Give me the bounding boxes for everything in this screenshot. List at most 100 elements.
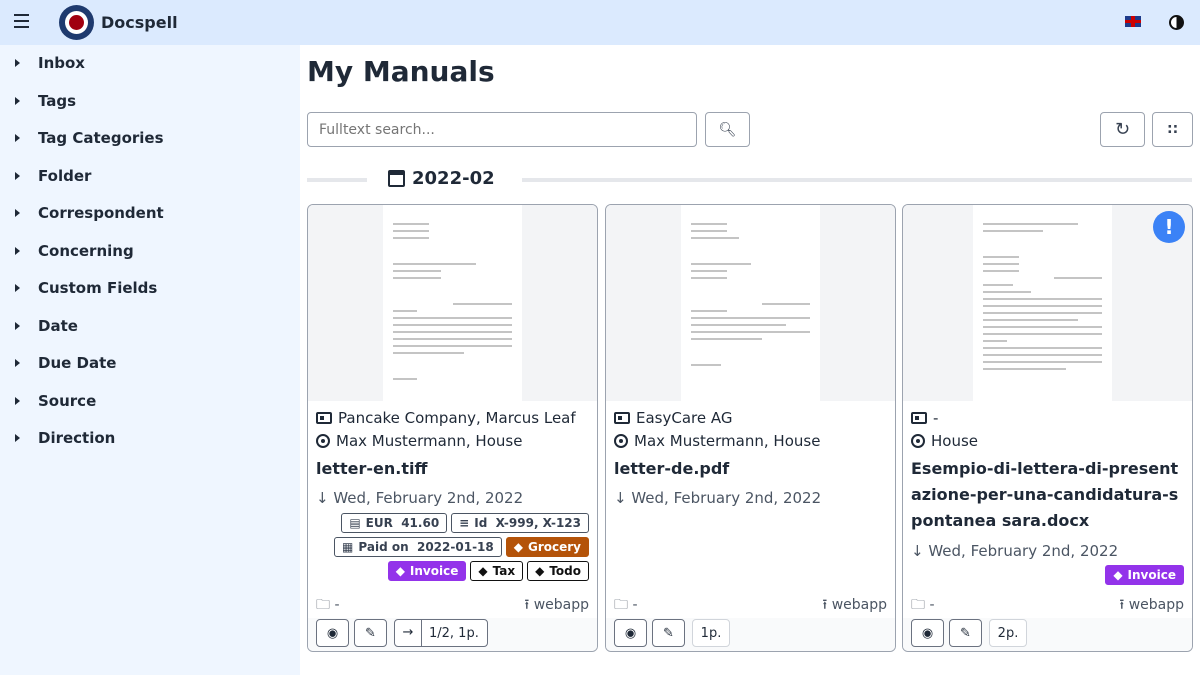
concerning: Max Mustermann, House	[614, 432, 820, 450]
sidebar-item-source[interactable]: Source	[0, 386, 300, 416]
search-button[interactable]: 🔍︎	[705, 112, 750, 147]
folder-text: -	[334, 597, 340, 613]
brand-name[interactable]: Docspell	[101, 13, 178, 32]
sidebar-item-custom-fields[interactable]: Custom Fields	[0, 273, 300, 303]
sidebar-item-due-date[interactable]: Due Date	[0, 348, 300, 378]
item-card[interactable]: Pancake Company, Marcus Leaf Max Musterm…	[307, 204, 598, 652]
custom-field-id[interactable]: ≡ Id X-999, X-123	[451, 513, 589, 533]
preview-button[interactable]: ◉	[614, 619, 647, 647]
item-card[interactable]: EasyCare AG Max Mustermann, House letter…	[605, 204, 896, 652]
calendar-icon	[388, 170, 405, 187]
custom-field-amount[interactable]: ▤ EUR 41.60	[341, 513, 448, 533]
item-card[interactable]: ! - House Esempio-di-lettera-di-presenta…	[902, 204, 1193, 652]
money-icon: ▤	[349, 516, 361, 530]
caret-right-icon	[15, 359, 20, 367]
tag-grocery[interactable]: ◆ Grocery	[505, 537, 589, 557]
sidebar-item-label: Source	[38, 392, 97, 410]
sidebar-item-direction[interactable]: Direction	[0, 423, 300, 453]
folder-icon: 🗀︎	[316, 597, 330, 613]
concerning-text: Max Mustermann, House	[336, 432, 523, 450]
caret-right-icon	[15, 209, 20, 217]
edit-button[interactable]: ✎	[949, 619, 982, 647]
folder-text: -	[929, 597, 935, 613]
correspondent-text: EasyCare AG	[636, 409, 733, 427]
search-plus-icon: 🔍︎	[718, 121, 737, 138]
merge-pages-button[interactable]: → 1/2, 1p.	[394, 619, 488, 647]
correspondent-text: Pancake Company, Marcus Leaf	[338, 409, 576, 427]
source-text: webapp	[533, 597, 589, 613]
caret-right-icon	[15, 284, 20, 292]
field-text: Id X-999, X-123	[474, 516, 581, 530]
item-name[interactable]: Esempio-di-lettera-di-presentazione-per-…	[911, 459, 1179, 530]
date-text: Wed, February 2nd, 2022	[631, 489, 822, 507]
view-mode-button[interactable]: ∷	[1152, 112, 1193, 147]
card-footer: ◉ ✎ 1p.	[606, 618, 895, 651]
tag-label: Todo	[549, 564, 581, 578]
date-text: Wed, February 2nd, 2022	[928, 542, 1119, 560]
tag-icon: ◆	[535, 564, 545, 578]
custom-field-paid-on[interactable]: ▦ Paid on 2022-01-18	[334, 537, 502, 557]
concerning-text: Max Mustermann, House	[634, 432, 821, 450]
tag-todo[interactable]: ◆ Todo	[527, 561, 589, 581]
fulltext-search-input[interactable]	[307, 112, 697, 147]
source: ⭱ webapp	[822, 594, 887, 618]
sidebar-item-tags[interactable]: Tags	[0, 86, 300, 116]
crosshairs-icon	[316, 434, 330, 448]
sidebar-item-label: Concerning	[38, 242, 134, 260]
address-card-icon	[316, 412, 332, 424]
contrast-icon[interactable]	[1169, 15, 1184, 30]
upload-icon: ⭱	[1119, 597, 1125, 613]
preview-button[interactable]: ◉	[911, 619, 944, 647]
sidebar-item-tag-categories[interactable]: Tag Categories	[0, 123, 300, 153]
document-preview[interactable]	[308, 205, 597, 401]
item-name[interactable]: letter-de.pdf	[614, 459, 730, 478]
correspondent-text: -	[933, 409, 939, 427]
divider	[307, 178, 367, 182]
tag-label: Invoice	[409, 564, 459, 578]
tag-tax[interactable]: ◆ Tax	[470, 561, 524, 581]
hamburger-icon[interactable]	[14, 14, 29, 28]
sidebar-item-label: Inbox	[38, 54, 85, 72]
tag-list: ◆ Invoice	[914, 565, 1184, 585]
divider	[522, 178, 1192, 182]
refresh-button[interactable]: ↻	[1100, 112, 1145, 147]
caret-right-icon	[15, 59, 20, 67]
folder: 🗀︎ -	[316, 594, 340, 618]
date-group-label: 2022-02	[412, 168, 495, 189]
source-text: webapp	[1128, 597, 1184, 613]
sidebar-item-folder[interactable]: Folder	[0, 161, 300, 191]
tag-icon: ◆	[395, 564, 405, 578]
item-name[interactable]: letter-en.tiff	[316, 459, 428, 478]
preview-button[interactable]: ◉	[316, 619, 349, 647]
sidebar-item-inbox[interactable]: Inbox	[0, 48, 300, 78]
document-preview[interactable]	[606, 205, 895, 401]
source: ⭱ webapp	[524, 594, 589, 618]
sidebar-item-correspondent[interactable]: Correspondent	[0, 198, 300, 228]
correspondent: -	[911, 409, 938, 427]
item-meta: 🗀︎ - ⭱ webapp	[911, 594, 1184, 618]
sidebar-item-label: Due Date	[38, 354, 117, 372]
eye-icon: ◉	[326, 625, 339, 641]
preview-page	[383, 205, 522, 401]
uk-flag-icon[interactable]	[1125, 16, 1141, 27]
page-count: 1/2, 1p.	[429, 625, 479, 641]
tag-icon: ◆	[478, 564, 488, 578]
tag-list: ▤ EUR 41.60 ≡ Id X-999, X-123 ▦ Paid on 202…	[319, 513, 589, 581]
edit-button[interactable]: ✎	[354, 619, 387, 647]
item-date: ↓ Wed, February 2nd, 2022	[614, 489, 821, 507]
caret-right-icon	[15, 134, 20, 142]
sidebar-item-label: Tag Categories	[38, 129, 164, 147]
document-preview[interactable]: !	[903, 205, 1192, 401]
sidebar-item-concerning[interactable]: Concerning	[0, 236, 300, 266]
edit-button[interactable]: ✎	[652, 619, 685, 647]
tag-invoice[interactable]: ◆ Invoice	[387, 561, 467, 581]
caret-right-icon	[15, 434, 20, 442]
concerning-text: House	[931, 432, 979, 450]
sidebar-item-date[interactable]: Date	[0, 311, 300, 341]
date-group-header: 2022-02	[388, 168, 495, 189]
card-footer: ◉ ✎ → 1/2, 1p.	[308, 618, 597, 651]
tag-invoice[interactable]: ◆ Invoice	[1105, 565, 1184, 585]
arrow-down-icon: ↓	[316, 489, 329, 507]
arrow-down-icon: ↓	[911, 542, 924, 560]
docspell-logo[interactable]	[59, 5, 94, 40]
